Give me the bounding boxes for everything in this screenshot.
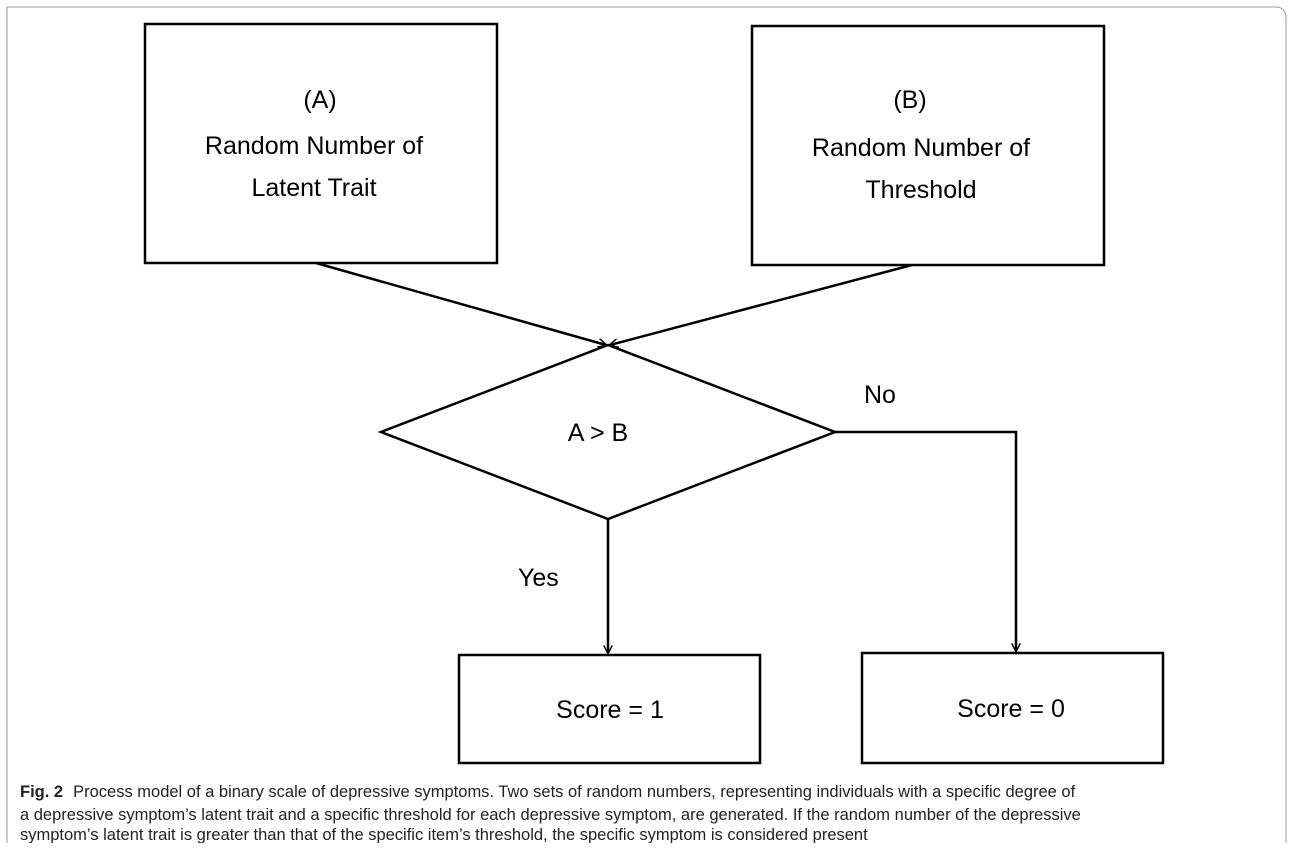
node-text: A > B — [568, 419, 628, 447]
edge-label: No — [864, 381, 896, 409]
node-text: Threshold — [865, 176, 976, 204]
node-text: (A) — [303, 86, 336, 114]
caption-label: Fig. 2 — [20, 783, 63, 801]
node-text: Random Number of — [205, 132, 423, 160]
arrow-no — [835, 430, 1016, 651]
arrow-b — [610, 263, 913, 345]
node-text: Score = 0 — [957, 695, 1065, 723]
caption-line: a depressive symptom’s latent trait and … — [20, 806, 1081, 824]
node-text: Score = 1 — [556, 696, 664, 724]
box-score-1 — [457, 653, 762, 765]
box-score-0 — [860, 651, 1165, 765]
node-text: Latent Trait — [251, 174, 376, 202]
labels: (A) Random Number of Latent Trait (B) Ra… — [205, 86, 1065, 724]
caption-text: Process model of a binary scale of depre… — [73, 783, 1076, 801]
edge-label: Yes — [518, 564, 559, 592]
frame — [6, 6, 1287, 843]
box-b — [750, 24, 1106, 267]
caption-line: Fig. 2 Process model of a binary scale of… — [20, 783, 1076, 801]
caption-line: symptom’s latent trait is greater than t… — [20, 826, 868, 843]
arrow-a — [315, 261, 606, 345]
box-a — [143, 22, 499, 265]
node-text: Random Number of — [812, 134, 1030, 162]
node-text: (B) — [893, 86, 926, 114]
